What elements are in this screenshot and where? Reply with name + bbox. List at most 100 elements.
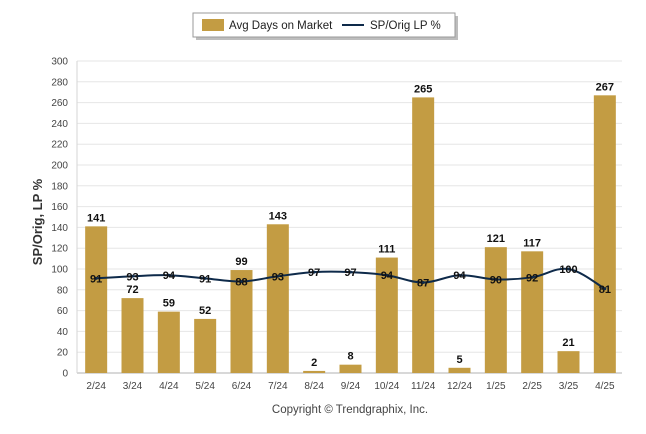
y-tick-label: 220 bbox=[51, 140, 68, 151]
copyright-footer: Copyright © Trendgraphix, Inc. bbox=[272, 404, 428, 416]
y-axis-title: SP/Orig, LP % bbox=[30, 178, 45, 265]
x-tick-label: 2/24 bbox=[86, 381, 106, 392]
legend-label-bar: Avg Days on Market bbox=[229, 20, 333, 32]
bar bbox=[266, 224, 289, 373]
line-value-label: 97 bbox=[344, 267, 356, 279]
line-value-label: 94 bbox=[453, 270, 466, 282]
line-point bbox=[349, 270, 352, 274]
bar-value-label: 143 bbox=[269, 210, 287, 222]
line-point bbox=[276, 274, 280, 278]
y-tick-label: 60 bbox=[57, 306, 69, 317]
y-tick-label: 20 bbox=[57, 348, 69, 359]
line-point bbox=[167, 273, 171, 277]
line-value-label: 81 bbox=[599, 284, 611, 296]
bar-value-label: 267 bbox=[596, 81, 614, 93]
x-tick-label: 5/24 bbox=[195, 381, 215, 392]
line-value-label: 93 bbox=[272, 271, 284, 283]
x-tick-label: 3/24 bbox=[123, 381, 143, 392]
line-value-label: 97 bbox=[308, 267, 320, 279]
legend-label-line: SP/Orig LP % bbox=[370, 20, 441, 32]
legend: Avg Days on Market SP/Orig LP % bbox=[192, 12, 458, 40]
bar-value-label: 141 bbox=[87, 212, 105, 224]
x-tick-label: 1/25 bbox=[486, 381, 506, 392]
line-point bbox=[385, 273, 389, 277]
line-point bbox=[312, 270, 316, 274]
bar-value-label: 121 bbox=[487, 233, 505, 245]
bar-value-label: 52 bbox=[199, 305, 211, 317]
legend-swatch-bar bbox=[202, 19, 224, 31]
bar bbox=[593, 95, 616, 373]
y-tick-label: 260 bbox=[51, 98, 68, 109]
x-tick-label: 9/24 bbox=[341, 381, 361, 392]
y-tick-label: 40 bbox=[57, 327, 69, 338]
bar bbox=[194, 318, 217, 373]
bar-value-label: 2 bbox=[311, 357, 317, 369]
bar-value-label: 72 bbox=[126, 284, 138, 296]
line-point bbox=[603, 287, 607, 291]
x-tick-label: 10/24 bbox=[374, 381, 399, 392]
bar bbox=[521, 251, 544, 373]
x-tick-label: 4/24 bbox=[159, 381, 179, 392]
bar-value-label: 117 bbox=[523, 237, 541, 249]
bar bbox=[484, 247, 507, 373]
y-tick-label: 140 bbox=[51, 223, 68, 234]
line-point bbox=[203, 276, 207, 280]
bar bbox=[339, 364, 362, 373]
x-tick-label: 12/24 bbox=[447, 381, 472, 392]
bar bbox=[85, 226, 108, 373]
bar bbox=[303, 370, 326, 373]
line-point bbox=[131, 274, 134, 278]
bar bbox=[121, 298, 144, 373]
bar bbox=[375, 257, 398, 373]
y-tick-label: 120 bbox=[51, 244, 68, 255]
y-tick-label: 280 bbox=[51, 77, 68, 88]
bar-value-label: 265 bbox=[414, 83, 432, 95]
y-tick-label: 80 bbox=[57, 285, 69, 296]
y-tick-label: 160 bbox=[51, 202, 68, 213]
line-value-label: 100 bbox=[559, 264, 577, 276]
y-tick-label: 240 bbox=[51, 119, 68, 130]
line-point bbox=[494, 277, 498, 281]
line-value-label: 87 bbox=[417, 278, 429, 290]
bar bbox=[230, 270, 253, 373]
bar-value-label: 8 bbox=[347, 351, 353, 363]
bar-value-label: 59 bbox=[163, 298, 175, 310]
bar bbox=[412, 97, 435, 374]
x-tick-label: 2/25 bbox=[522, 381, 542, 392]
x-tick-label: 11/24 bbox=[411, 381, 436, 392]
bar-value-label: 111 bbox=[378, 244, 395, 256]
x-tick-label: 7/24 bbox=[268, 381, 288, 392]
y-tick-label: 200 bbox=[51, 161, 68, 172]
line-value-label: 94 bbox=[381, 270, 394, 282]
bar bbox=[557, 351, 580, 373]
line-point bbox=[94, 276, 98, 280]
line-point bbox=[530, 275, 534, 279]
y-tick-label: 180 bbox=[51, 181, 68, 192]
bar bbox=[157, 311, 180, 373]
line-point bbox=[421, 281, 425, 285]
bar-value-label: 21 bbox=[562, 337, 574, 349]
bar bbox=[448, 367, 471, 373]
x-tick-label: 6/24 bbox=[232, 381, 252, 392]
line-value-label: 92 bbox=[526, 272, 538, 284]
x-tick-label: 3/25 bbox=[559, 381, 579, 392]
line-value-label: 90 bbox=[490, 274, 502, 286]
y-tick-label: 0 bbox=[62, 369, 68, 380]
bar-value-label: 99 bbox=[235, 256, 247, 268]
line-point bbox=[240, 279, 243, 283]
line-value-label: 88 bbox=[235, 276, 247, 288]
line-value-label: 91 bbox=[90, 273, 102, 285]
bar-value-label: 5 bbox=[456, 354, 462, 366]
x-tick-label: 8/24 bbox=[304, 381, 324, 392]
line-value-label: 93 bbox=[126, 271, 138, 283]
legend-box bbox=[192, 12, 456, 38]
data-labels: 141 72 59 52 99 143 2 8 111 265 5 121 117 21 267 91 93 94… bbox=[87, 81, 614, 369]
y-tick-label: 100 bbox=[51, 265, 68, 276]
line-value-label: 94 bbox=[163, 270, 176, 282]
x-tick-label: 4/25 bbox=[595, 381, 615, 392]
line-value-label: 91 bbox=[199, 273, 211, 285]
line-point bbox=[458, 273, 461, 277]
line-series bbox=[94, 267, 607, 291]
line-point bbox=[567, 267, 570, 271]
